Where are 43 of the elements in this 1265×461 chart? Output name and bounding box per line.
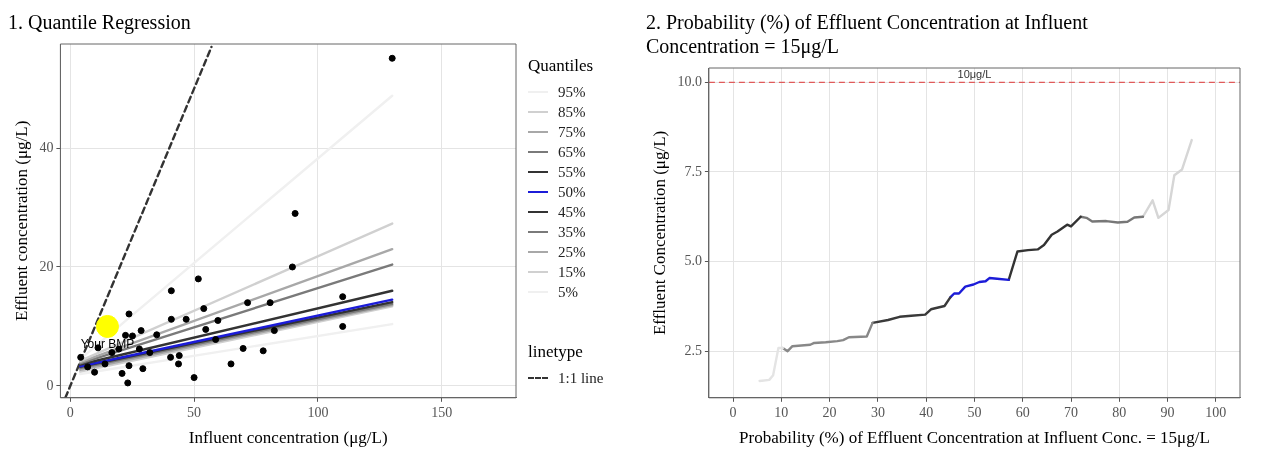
x-tick-label: 60 (1015, 404, 1030, 420)
x-tick-label: 80 (1112, 404, 1127, 420)
chart-title: 1. Quantile Regression (8, 11, 191, 35)
legend-label: 35% (558, 223, 586, 241)
legend-label: 15% (558, 263, 586, 281)
x-tick-label: 0 (66, 404, 74, 420)
legend-label: 75% (558, 123, 586, 141)
legend-title: Quantiles (528, 56, 595, 76)
y-tick-label: 0 (46, 377, 54, 393)
x-axis-title: Influent concentration (μg/L) (188, 428, 388, 448)
x-tick-label: 10 (774, 404, 789, 420)
x-tick-label: 30 (870, 404, 885, 420)
x-tick-label: 20 (822, 404, 837, 420)
y-tick-label: 20 (39, 258, 54, 274)
legend-label: 5% (558, 283, 578, 301)
x-tick-label: 90 (1160, 404, 1175, 420)
x-tick-label: 40 (919, 404, 934, 420)
y-axis-title: Effluent concentration (μg/L) (11, 120, 31, 322)
y-tick-label: 2.5 (684, 342, 702, 358)
x-tick-label: 50 (967, 404, 982, 420)
legend-label: 55% (558, 163, 586, 181)
y-axis-title: Effluent Concentration (μg/L) (649, 130, 669, 336)
x-tick-label: 150 (431, 404, 453, 420)
x-tick-label: 50 (187, 404, 202, 420)
x-tick-label: 70 (1064, 404, 1079, 420)
legend-label: 95% (558, 83, 586, 101)
legend-label: 1:1 line (558, 369, 604, 387)
x-tick-label: 100 (1205, 404, 1227, 420)
y-tick-label: 40 (39, 139, 54, 155)
chart-title: 2. Probability (%) of Effluent Concentration at Influent Concentration = 15μg/L (646, 11, 1089, 59)
legend-label: 50% (558, 183, 586, 201)
legend-label: 65% (558, 143, 586, 161)
y-tick-label: 10.0 (677, 74, 702, 90)
x-axis-title: Probability (%) of Effluent Concentration at Influent Conc. = 15μg/L (739, 428, 1210, 448)
y-tick-label: 7.5 (684, 163, 702, 179)
legend-label: 85% (558, 103, 586, 121)
legend-label: 25% (558, 243, 586, 261)
legend-label: 45% (558, 203, 586, 221)
text: linetype (528, 342, 584, 362)
x-tick-label: 100 (307, 404, 329, 420)
x-tick-label: 0 (729, 404, 737, 420)
y-tick-label: 5.0 (684, 253, 702, 269)
ref-line-label: 10μg/L (957, 67, 992, 80)
